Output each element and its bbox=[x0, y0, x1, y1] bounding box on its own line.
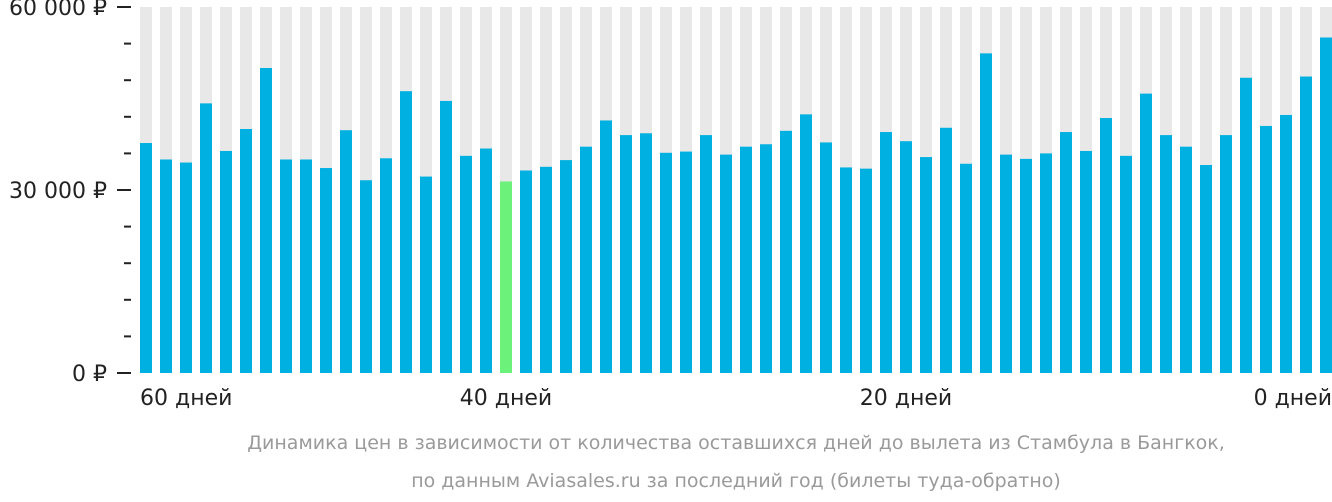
bar[interactable] bbox=[1140, 93, 1152, 374]
bar[interactable] bbox=[860, 168, 872, 373]
bar[interactable] bbox=[380, 158, 392, 373]
bar[interactable] bbox=[1320, 37, 1332, 374]
bar[interactable] bbox=[280, 159, 292, 374]
bar[interactable] bbox=[640, 133, 652, 373]
y-tick-label: 30 000 ₽ bbox=[9, 179, 107, 204]
bar[interactable] bbox=[1100, 118, 1112, 374]
bar[interactable] bbox=[920, 157, 932, 373]
bar[interactable] bbox=[260, 68, 272, 373]
bar[interactable] bbox=[1200, 164, 1212, 373]
y-tick-label: 0 ₽ bbox=[72, 362, 107, 387]
bar[interactable] bbox=[200, 103, 212, 373]
bar[interactable] bbox=[540, 166, 552, 373]
bar[interactable] bbox=[980, 53, 992, 374]
bar[interactable] bbox=[320, 168, 332, 373]
bar[interactable] bbox=[1280, 114, 1292, 373]
bar[interactable] bbox=[880, 132, 892, 373]
bar[interactable] bbox=[1240, 77, 1252, 373]
bar[interactable] bbox=[160, 159, 172, 374]
x-tick-label: 20 дней bbox=[860, 386, 952, 411]
bar[interactable] bbox=[140, 143, 152, 373]
bar[interactable] bbox=[760, 144, 772, 373]
bar[interactable] bbox=[400, 91, 412, 374]
caption-line-1: Динамика цен в зависимости от количества… bbox=[247, 432, 1225, 454]
bar[interactable] bbox=[820, 142, 832, 373]
bar[interactable] bbox=[440, 100, 452, 373]
bar[interactable] bbox=[660, 152, 672, 373]
bar[interactable] bbox=[740, 146, 752, 373]
bar[interactable] bbox=[420, 176, 432, 373]
bar[interactable] bbox=[240, 129, 252, 373]
bar[interactable] bbox=[780, 130, 792, 373]
bar[interactable] bbox=[360, 180, 372, 373]
bar[interactable] bbox=[520, 170, 532, 373]
bar[interactable] bbox=[1120, 155, 1132, 373]
bar[interactable] bbox=[180, 162, 192, 373]
x-tick-label: 40 дней bbox=[460, 386, 552, 411]
bar[interactable] bbox=[620, 135, 632, 373]
x-tick-label: 0 дней bbox=[1254, 386, 1332, 411]
bar[interactable] bbox=[1080, 150, 1092, 373]
bar[interactable] bbox=[560, 160, 572, 373]
bar[interactable] bbox=[940, 127, 952, 373]
bars-group bbox=[140, 7, 1332, 374]
bar[interactable] bbox=[580, 146, 592, 373]
bar[interactable] bbox=[1180, 146, 1192, 373]
bar[interactable] bbox=[340, 130, 352, 373]
bar[interactable] bbox=[460, 155, 472, 373]
bar[interactable] bbox=[1300, 76, 1312, 373]
bar[interactable] bbox=[900, 141, 912, 373]
y-tick-label: 60 000 ₽ bbox=[9, 0, 107, 21]
bar[interactable] bbox=[720, 154, 732, 373]
bar[interactable] bbox=[1060, 132, 1072, 373]
bar[interactable] bbox=[840, 167, 852, 373]
bar[interactable] bbox=[1220, 135, 1232, 373]
x-tick-label: 60 дней bbox=[140, 386, 232, 411]
caption-line-2: по данным Aviasales.ru за последний год … bbox=[411, 470, 1061, 492]
bar[interactable] bbox=[1260, 125, 1272, 373]
bar[interactable] bbox=[700, 135, 712, 373]
bar[interactable] bbox=[800, 114, 812, 374]
bar[interactable] bbox=[1160, 135, 1172, 373]
x-axis: 60 дней 40 дней 20 дней 0 дней bbox=[140, 386, 1332, 411]
bar[interactable] bbox=[960, 163, 972, 373]
bar[interactable] bbox=[600, 120, 612, 374]
y-axis: 60 000 ₽ 30 000 ₽ 0 ₽ bbox=[9, 0, 131, 387]
bar-highlight[interactable] bbox=[500, 181, 512, 373]
bar[interactable] bbox=[220, 150, 232, 373]
bar[interactable] bbox=[1020, 158, 1032, 373]
bar[interactable] bbox=[1040, 153, 1052, 373]
bar[interactable] bbox=[680, 151, 692, 373]
bar[interactable] bbox=[300, 159, 312, 374]
bar[interactable] bbox=[480, 148, 492, 373]
bar[interactable] bbox=[1000, 154, 1012, 373]
